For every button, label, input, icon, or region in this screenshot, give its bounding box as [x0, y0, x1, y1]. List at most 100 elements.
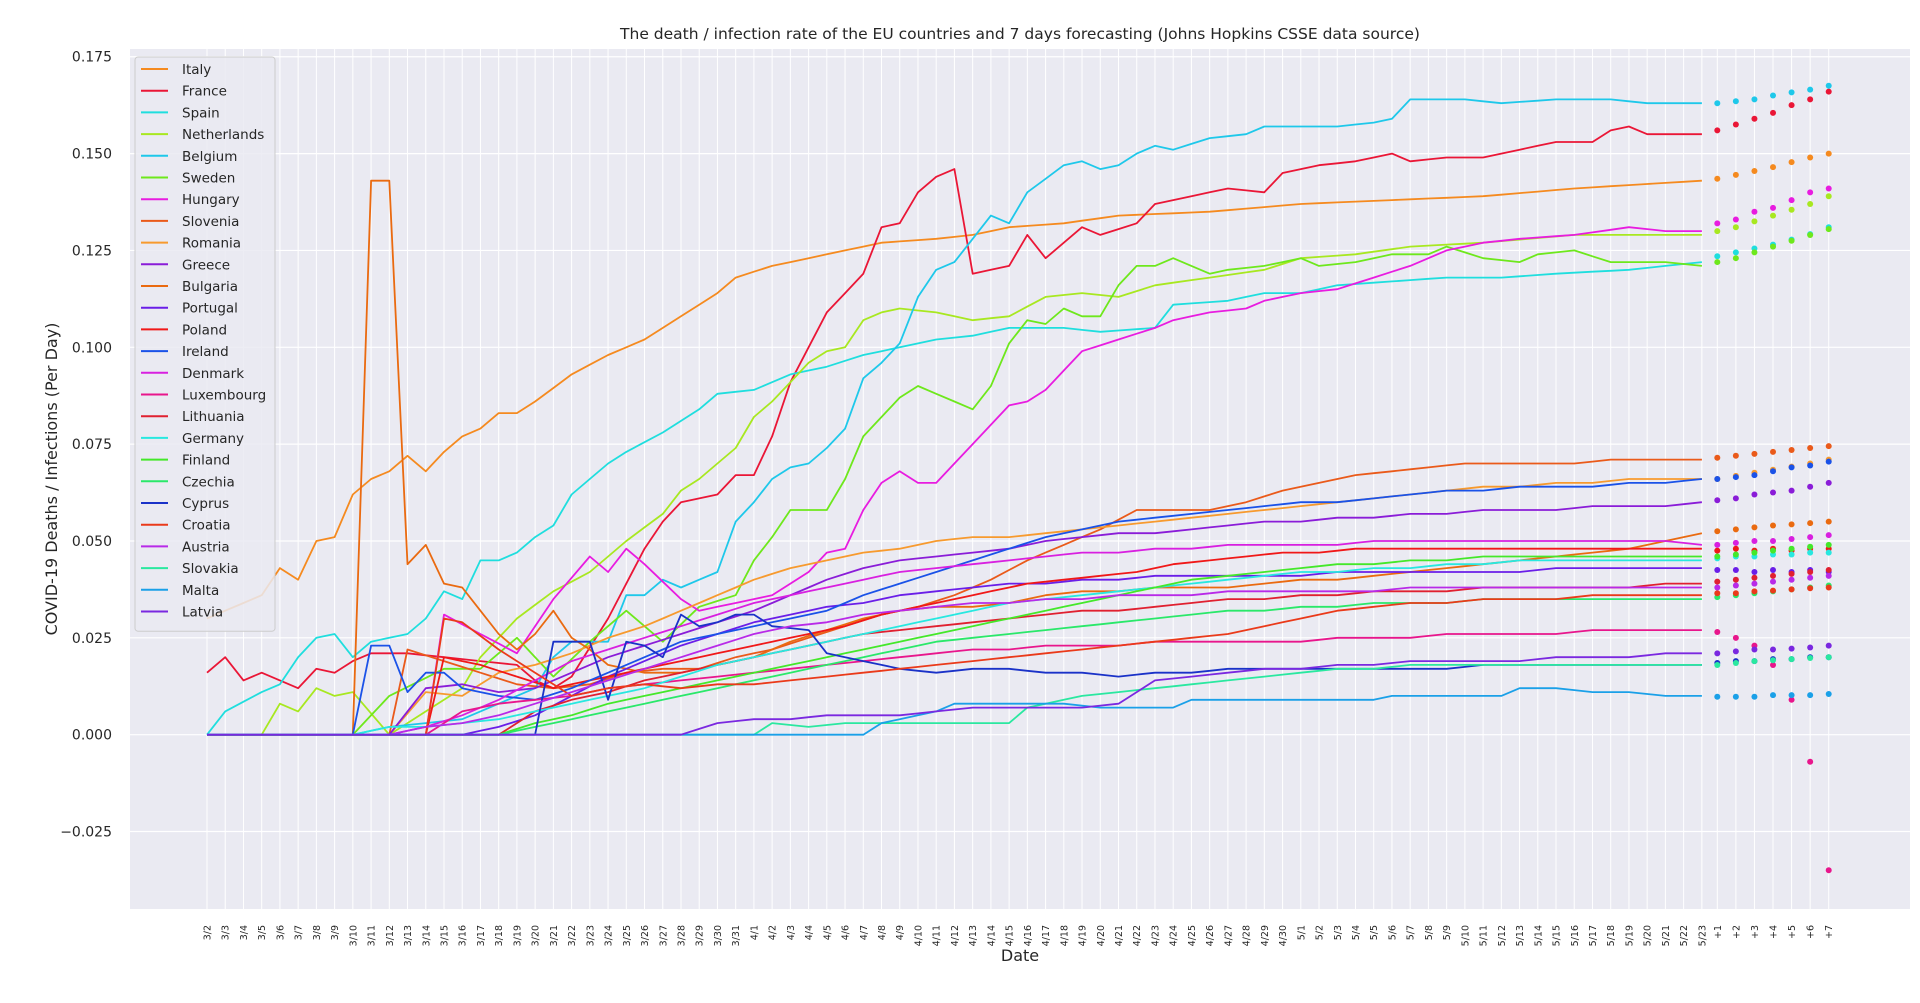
- forecast-point-luxembourg: [1825, 867, 1832, 874]
- x-tick-label: 4/5: [822, 925, 833, 940]
- forecast-point-netherlands: [1751, 218, 1758, 225]
- forecast-point-slovakia: [1807, 654, 1814, 661]
- y-tick-label: 0.125: [72, 243, 112, 259]
- x-tick-label: 3/23: [585, 925, 596, 946]
- forecast-point-croatia: [1825, 584, 1832, 591]
- forecast-point-netherlands: [1732, 224, 1739, 231]
- x-tick-label: 5/16: [1570, 925, 1581, 946]
- x-tick-label: 3/8: [312, 925, 323, 940]
- forecast-point-netherlands: [1807, 200, 1814, 207]
- y-tick-label: 0.075: [72, 437, 112, 453]
- forecast-point-france: [1751, 115, 1758, 122]
- forecast-point-croatia: [1732, 590, 1739, 597]
- x-tick-label: 5/19: [1624, 925, 1635, 946]
- forecast-point-bulgaria: [1714, 528, 1721, 535]
- x-tick-label: 3/3: [221, 925, 232, 940]
- forecast-point-latvia: [1788, 645, 1795, 652]
- x-tick-label: 3/29: [695, 925, 706, 946]
- x-tick-label: 5/23: [1697, 925, 1708, 946]
- forecast-point-greece: [1788, 487, 1795, 494]
- x-tick-label: 4/3: [786, 925, 797, 940]
- forecast-point-france: [1732, 121, 1739, 128]
- x-tick-label: 4/1: [749, 925, 760, 940]
- forecast-point-latvia: [1714, 650, 1721, 657]
- x-tick-label: 5/8: [1424, 925, 1435, 940]
- legend-label: France: [182, 84, 227, 100]
- legend-label: Germany: [182, 431, 244, 447]
- forecast-point-ireland: [1751, 472, 1758, 479]
- forecast-point-slovakia: [1732, 660, 1739, 667]
- forecast-point-sweden: [1770, 243, 1777, 250]
- x-tick-label: 4/17: [1041, 925, 1052, 946]
- legend-label: Cyprus: [182, 496, 229, 512]
- forecast-point-belgium: [1788, 89, 1795, 96]
- forecast-point-finland: [1732, 551, 1739, 558]
- x-tick-label: 4/19: [1078, 925, 1089, 946]
- forecast-tick-label: +1: [1713, 925, 1724, 939]
- legend-label: Slovenia: [182, 214, 239, 230]
- forecast-point-slovakia: [1714, 661, 1721, 668]
- forecast-point-slovenia: [1732, 452, 1739, 459]
- forecast-point-denmark: [1807, 534, 1814, 541]
- forecast-point-france: [1807, 96, 1814, 103]
- forecast-point-finland: [1770, 547, 1777, 554]
- x-tick-label: 3/16: [458, 925, 469, 946]
- forecast-point-denmark: [1788, 536, 1795, 543]
- forecast-point-croatia: [1714, 590, 1721, 597]
- x-tick-label: 5/20: [1643, 925, 1654, 946]
- x-tick-label: 4/7: [859, 925, 870, 940]
- forecast-point-portugal: [1732, 567, 1739, 574]
- forecast-point-belgium: [1732, 98, 1739, 105]
- forecast-point-sweden: [1788, 237, 1795, 244]
- forecast-point-ireland: [1788, 464, 1795, 471]
- forecast-point-lithuania: [1807, 568, 1814, 575]
- forecast-point-portugal: [1770, 567, 1777, 574]
- forecast-point-austria: [1825, 572, 1832, 579]
- forecast-point-finland: [1714, 553, 1721, 560]
- forecast-point-slovenia: [1714, 454, 1721, 461]
- legend-label: Bulgaria: [182, 279, 238, 295]
- legend-label: Portugal: [182, 301, 238, 317]
- forecast-point-slovakia: [1751, 658, 1758, 665]
- x-tick-label: 4/29: [1260, 925, 1271, 946]
- series-line-luxembourg: [207, 629, 1702, 736]
- forecast-point-netherlands: [1825, 193, 1832, 200]
- forecast-point-italy: [1770, 164, 1777, 171]
- x-tick-label: 5/10: [1460, 925, 1471, 946]
- series-line-latvia: [207, 652, 1702, 736]
- forecast-point-ireland: [1807, 462, 1814, 469]
- x-tick-label: 4/18: [1059, 925, 1070, 946]
- forecast-point-ireland: [1714, 476, 1721, 482]
- forecast-point-hungary: [1788, 197, 1795, 204]
- forecast-point-slovenia: [1751, 450, 1758, 457]
- y-axis-ticks: −0.025 0.000 0.025 0.050 0.075 0.100 0.125 0.15…: [60, 50, 112, 841]
- x-tick-label: 4/2: [768, 925, 779, 940]
- x-tick-label: 3/28: [676, 925, 687, 946]
- x-tick-label: 3/9: [330, 925, 341, 940]
- legend-label: Romania: [182, 236, 241, 252]
- forecast-point-greece: [1825, 479, 1832, 486]
- x-tick-label: 5/1: [1296, 925, 1307, 940]
- x-tick-label: 4/21: [1114, 925, 1125, 946]
- x-tick-label: 4/23: [1150, 925, 1161, 946]
- forecast-point-lithuania: [1714, 578, 1721, 585]
- legend-label: Croatia: [182, 518, 231, 534]
- x-tick-label: 3/10: [348, 925, 359, 946]
- x-tick-label: 4/12: [950, 925, 961, 946]
- x-axis-ticks: 3/2 3/3 3/4 3/5 3/6 3/7 3/8 3/9 3/10 3/11 3/12 3/13…: [203, 925, 1836, 946]
- x-tick-label: 3/30: [713, 925, 724, 946]
- forecast-point-bulgaria: [1807, 520, 1814, 527]
- y-tick-label: −0.025: [60, 825, 112, 841]
- x-tick-label: 5/14: [1533, 925, 1544, 946]
- forecast-point-hungary: [1714, 220, 1721, 227]
- x-tick-label: 4/28: [1242, 925, 1253, 946]
- series-line-netherlands: [207, 233, 1702, 736]
- x-tick-label: 4/13: [968, 925, 979, 946]
- x-tick-label: 3/14: [421, 925, 432, 946]
- forecast-tick-label: +3: [1750, 925, 1761, 939]
- x-tick-label: 5/15: [1552, 925, 1563, 946]
- legend-label: Greece: [182, 257, 230, 273]
- x-tick-label: 3/20: [531, 925, 542, 946]
- x-tick-label: 4/6: [841, 925, 852, 940]
- forecast-point-france: [1714, 127, 1721, 134]
